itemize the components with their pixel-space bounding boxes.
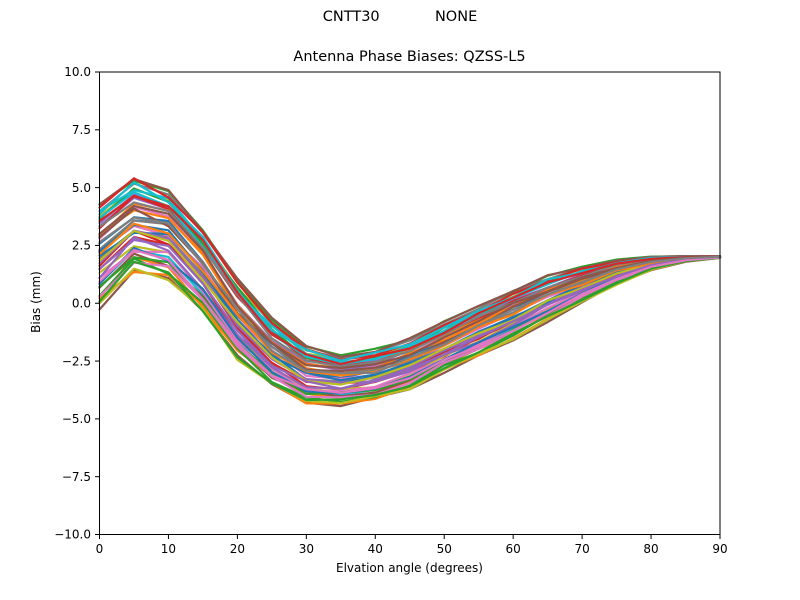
x-tick-label: 60	[506, 542, 521, 556]
x-tick-label: 30	[299, 542, 314, 556]
y-tick-label: −5.0	[62, 412, 91, 426]
chart-title: Antenna Phase Biases: QZSS-L5	[293, 49, 526, 65]
y-tick-label: 2.5	[72, 239, 91, 253]
series-line	[98, 238, 722, 390]
x-tick-label: 40	[368, 542, 383, 556]
series-group	[98, 177, 722, 408]
x-tick-label: 10	[161, 542, 176, 556]
x-tick-label: 80	[643, 542, 658, 556]
series-line	[98, 256, 722, 402]
x-axis-label: Elvation angle (degrees)	[336, 561, 483, 575]
y-tick-label: 7.5	[72, 123, 91, 137]
series-line	[98, 204, 722, 370]
x-axis-ticks: 0 10 20 30 40 50 60 70 80 90	[96, 534, 728, 556]
series-line	[98, 229, 722, 386]
series-line	[98, 256, 722, 405]
y-tick-label: 0.0	[72, 296, 91, 310]
x-tick-label: 20	[230, 542, 245, 556]
y-tick-label: −2.5	[62, 354, 91, 368]
x-tick-label: 0	[96, 542, 104, 556]
x-tick-label: 50	[437, 542, 452, 556]
x-tick-label: 70	[574, 542, 589, 556]
series-line	[98, 195, 722, 366]
y-axis-ticks: 10.0 7.5 5.0 2.5 0.0 −2.5 −5.0 −7.5 −10.0	[54, 65, 100, 542]
y-tick-label: 10.0	[64, 65, 91, 79]
plot-frame	[99, 71, 721, 535]
series-line	[98, 248, 722, 394]
y-tick-label: −7.5	[62, 470, 91, 484]
figure-suptitle: CNTT30 NONE	[322, 9, 478, 25]
y-axis-label: Bias (mm)	[29, 271, 43, 333]
y-tick-label: 5.0	[72, 181, 91, 195]
x-tick-label: 90	[712, 542, 727, 556]
y-tick-label: −10.0	[54, 528, 91, 542]
series-line	[98, 216, 722, 375]
